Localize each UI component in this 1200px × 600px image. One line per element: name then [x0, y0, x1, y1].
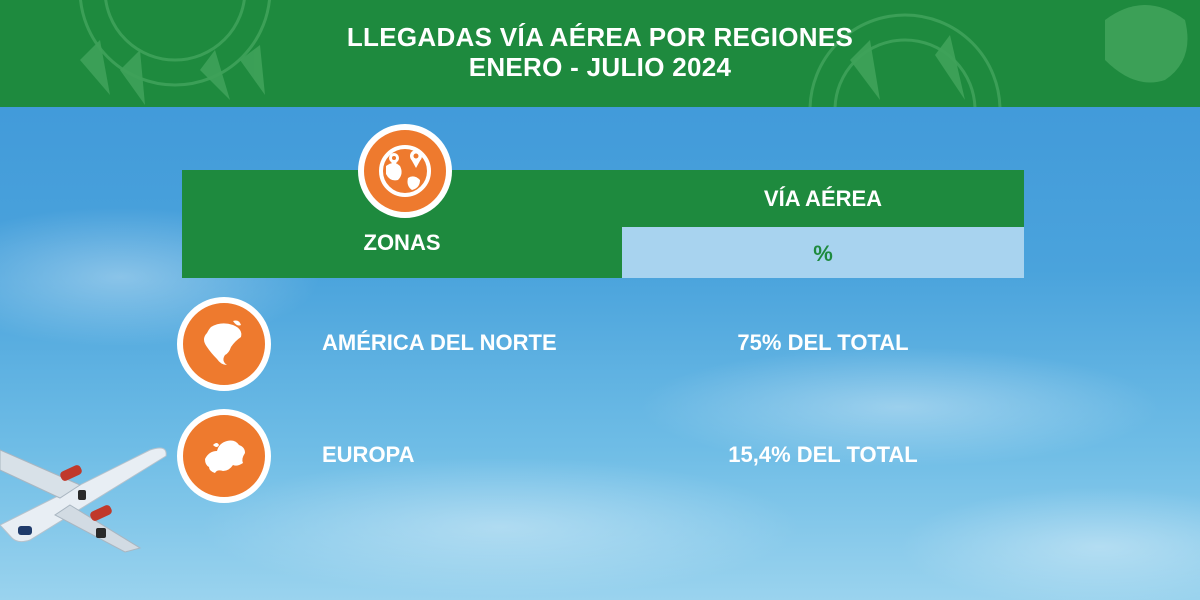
decorative-pattern-icon	[79, 0, 1188, 107]
header-band: LLEGADAS VÍA AÉREA POR REGIONES ENERO - …	[0, 0, 1200, 107]
air-header-cell	[622, 170, 1024, 227]
north-america-icon	[177, 297, 271, 391]
title-line-2: ENERO - JULIO 2024	[468, 52, 732, 82]
region-name-north-america: AMÉRICA DEL NORTE	[322, 330, 557, 355]
percent-label: %	[813, 241, 833, 266]
europe-icon	[177, 409, 271, 503]
percent-header-cell	[622, 227, 1024, 278]
airplane-icon	[0, 447, 167, 553]
title-line-1: LLEGADAS VÍA AÉREA POR REGIONES	[346, 22, 854, 52]
zones-label: ZONAS	[363, 230, 441, 255]
region-name-europe: EUROPA	[322, 442, 415, 467]
page-title: LLEGADAS VÍA AÉREA POR REGIONES ENERO - …	[0, 22, 1200, 82]
world-map-pin-icon	[358, 124, 452, 218]
region-value-europe: 15,4% DEL TOTAL	[728, 442, 918, 467]
region-value-north-america: 75% DEL TOTAL	[737, 330, 909, 355]
air-label: VÍA AÉREA	[763, 186, 883, 211]
